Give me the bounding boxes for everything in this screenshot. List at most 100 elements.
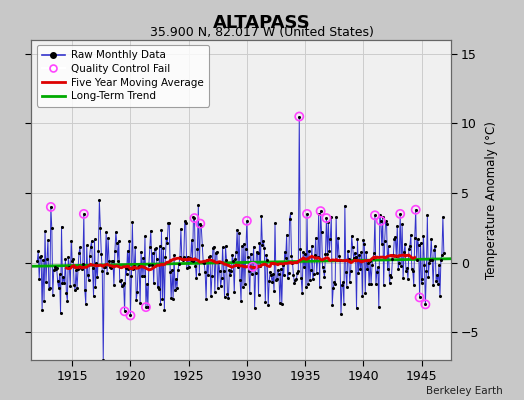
Point (380, 238, 389, 244)
Point (433, 272, 441, 278)
Point (209, 245, 217, 252)
Point (75, 250, 83, 256)
Point (256, 263, 265, 270)
Point (52, 265, 61, 272)
Point (321, 251, 330, 258)
Point (100, 264, 108, 270)
Point (377, 218, 385, 224)
Legend: Raw Monthly Data, Quality Control Fail, Five Year Moving Average, Long-Term Tren: Raw Monthly Data, Quality Control Fail, … (37, 45, 209, 106)
Point (421, 301, 430, 308)
Point (114, 258, 122, 264)
Point (436, 256, 445, 263)
Point (170, 252, 178, 258)
Point (229, 258, 237, 264)
Point (369, 255, 377, 261)
Point (333, 257, 341, 264)
Point (301, 250, 309, 257)
Point (269, 271, 277, 278)
Point (92, 260, 101, 266)
Point (261, 298, 269, 305)
Point (422, 268, 431, 274)
Point (144, 304, 152, 310)
Point (81, 287, 89, 294)
Point (73, 285, 81, 292)
Point (126, 312, 135, 319)
Point (72, 267, 80, 274)
Point (156, 300, 165, 307)
Point (300, 264, 308, 270)
Point (240, 240, 248, 247)
Point (205, 254, 213, 260)
Point (165, 220, 173, 226)
Point (181, 219, 190, 226)
Point (71, 287, 79, 293)
Point (162, 235, 170, 241)
Point (371, 212, 379, 218)
Point (259, 238, 268, 245)
Point (430, 246, 439, 253)
Point (271, 220, 279, 226)
Point (224, 295, 233, 302)
Point (332, 214, 340, 220)
Point (189, 214, 198, 220)
Point (439, 214, 447, 220)
Point (292, 276, 301, 282)
Point (83, 242, 91, 249)
Point (289, 272, 298, 278)
Point (58, 280, 67, 286)
Point (325, 248, 334, 254)
Point (83, 272, 92, 278)
Point (60, 280, 69, 286)
Point (426, 257, 434, 264)
Point (376, 212, 384, 218)
Point (384, 265, 392, 272)
Point (417, 280, 425, 286)
Point (343, 284, 351, 290)
Point (176, 254, 184, 260)
Point (202, 296, 210, 302)
Point (161, 254, 170, 260)
Point (138, 273, 146, 279)
Point (127, 273, 136, 279)
Point (155, 243, 163, 250)
Point (101, 264, 110, 270)
Point (246, 290, 254, 296)
Point (152, 256, 161, 262)
Point (421, 301, 430, 308)
Point (249, 243, 258, 250)
Point (122, 270, 130, 277)
Point (420, 262, 429, 268)
Point (365, 280, 373, 287)
Point (378, 214, 387, 220)
Point (414, 242, 423, 248)
Point (232, 249, 241, 255)
Point (270, 287, 278, 294)
Point (77, 265, 85, 272)
Point (309, 276, 317, 282)
Point (129, 266, 137, 272)
Point (178, 256, 186, 262)
Point (384, 243, 392, 250)
Point (283, 275, 292, 281)
Point (253, 250, 261, 256)
Point (393, 223, 401, 229)
Point (155, 286, 163, 292)
Point (184, 263, 193, 270)
Point (221, 243, 230, 250)
Point (243, 218, 251, 224)
Point (119, 280, 128, 286)
Point (185, 255, 194, 262)
Point (387, 274, 396, 280)
Point (429, 282, 438, 288)
Point (294, 268, 302, 274)
Point (310, 271, 318, 277)
Point (226, 272, 235, 278)
Point (345, 278, 354, 285)
Point (150, 246, 159, 252)
Y-axis label: Temperature Anomaly (°C): Temperature Anomaly (°C) (485, 121, 498, 279)
Point (222, 257, 231, 263)
Point (41, 228, 49, 234)
Point (168, 266, 177, 273)
Point (364, 260, 373, 266)
Point (427, 236, 435, 242)
